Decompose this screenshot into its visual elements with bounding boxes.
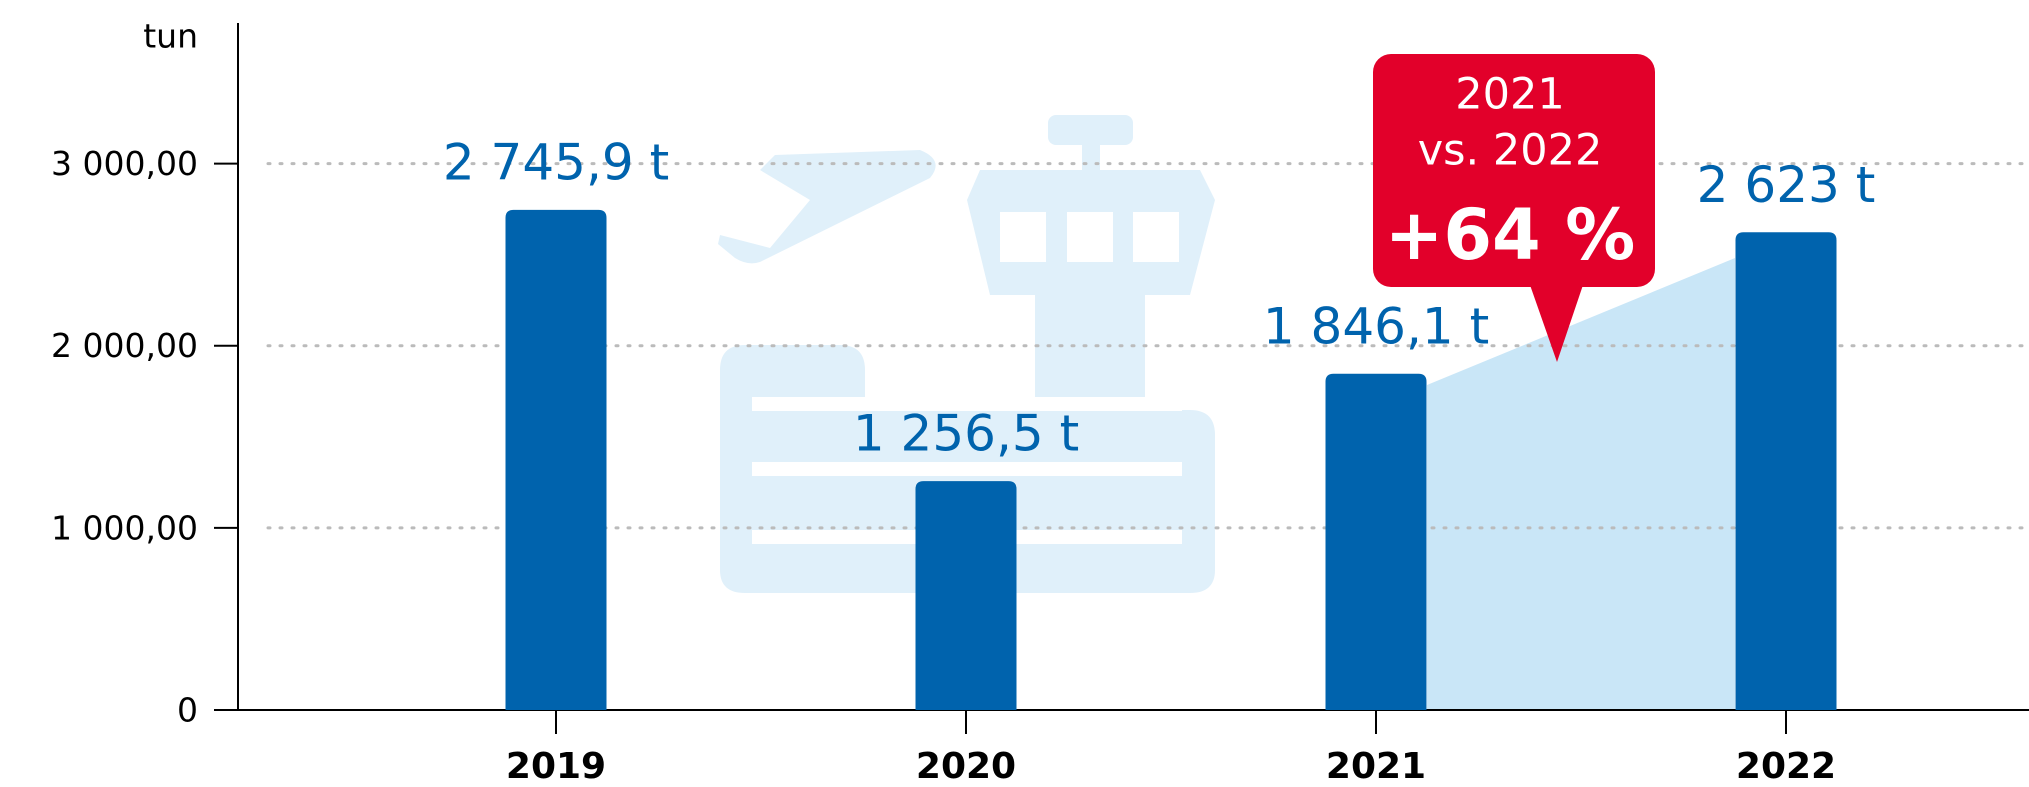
x-tick-label: 2021 (1326, 746, 1426, 787)
y-tick-label: 1 000,00 (51, 508, 198, 547)
x-tick-label: 2020 (916, 746, 1016, 787)
callout-value: +64 % (1385, 194, 1636, 276)
bar (915, 481, 1017, 710)
background-icon (718, 115, 1215, 593)
callout: 2021 vs. 2022 +64 % (1373, 54, 1655, 362)
callout-line2: vs. 2022 (1418, 126, 1603, 176)
bar (505, 209, 607, 711)
callout-box (1373, 54, 1655, 287)
bar (1325, 373, 1427, 710)
value-label: 1 846,1 t (1263, 297, 1489, 355)
value-label: 1 256,5 t (853, 405, 1079, 463)
y-tick-label: 0 (177, 691, 198, 730)
value-label: 2 745,9 t (443, 133, 669, 191)
y-tick-label: 3 000,00 (51, 144, 198, 183)
callout-pointer (1530, 285, 1583, 362)
y-tick-label: 2 000,00 (51, 326, 198, 365)
bar (1735, 232, 1837, 710)
value-label: 2 623 t (1697, 156, 1876, 214)
callout-line1: 2021 (1455, 70, 1564, 120)
x-tick-label: 2022 (1736, 746, 1836, 787)
x-tick-label: 2019 (506, 746, 606, 787)
y-axis-label: tun (143, 17, 198, 56)
growth-area (1427, 258, 1735, 710)
